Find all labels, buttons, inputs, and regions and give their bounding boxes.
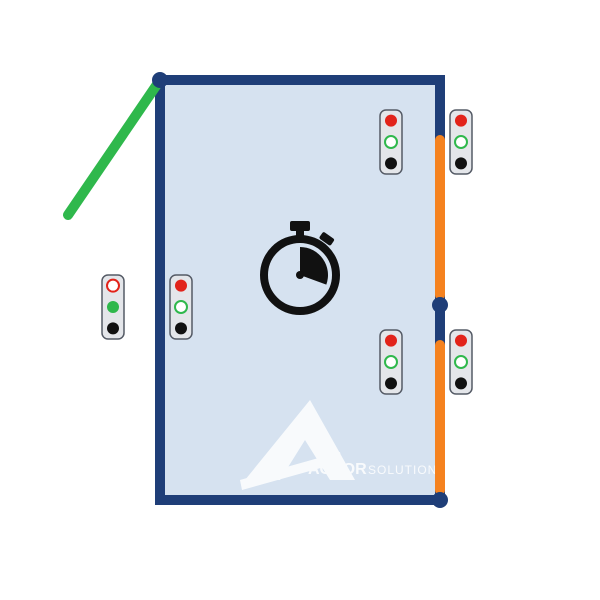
tl-left-inner bbox=[170, 275, 192, 339]
hinge-node bbox=[432, 297, 448, 313]
hinge-node bbox=[152, 72, 168, 88]
watermark-text: ACCOR bbox=[308, 461, 367, 478]
tl-top-right-outer bbox=[450, 110, 472, 174]
tl-mid-right-inner bbox=[380, 330, 402, 394]
tl-mid-right-outer bbox=[450, 330, 472, 394]
hinge-node bbox=[432, 492, 448, 508]
watermark-subtext: SOLUTIONS bbox=[368, 463, 446, 477]
tl-top-right-inner bbox=[380, 110, 402, 174]
diagram: ACCORSOLUTIONS bbox=[0, 0, 600, 600]
tl-left-outer bbox=[102, 275, 124, 339]
